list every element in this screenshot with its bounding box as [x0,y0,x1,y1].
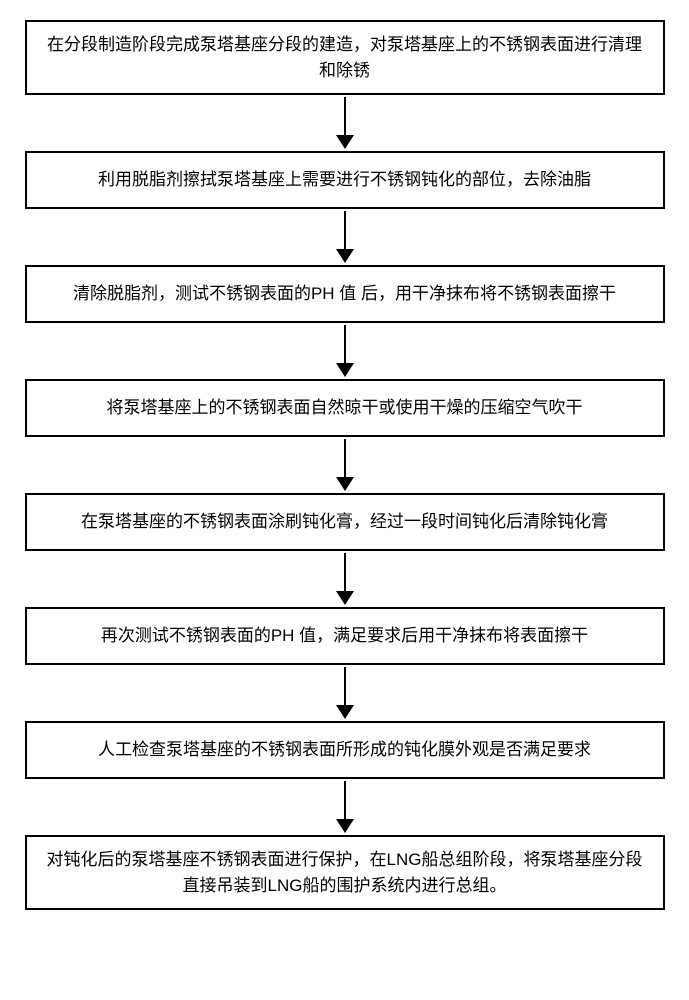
flow-step-2: 利用脱脂剂擦拭泵塔基座上需要进行不锈钢钝化的部位，去除油脂 [25,151,665,209]
arrow-head [336,819,354,833]
flow-step-text: 对钝化后的泵塔基座不锈钢表面进行保护，在LNG船总组阶段，将泵塔基座分段直接吊装… [47,847,643,898]
arrow-line [344,553,346,591]
flow-step-text: 利用脱脂剂擦拭泵塔基座上需要进行不锈钢钝化的部位，去除油脂 [98,167,591,193]
arrow-head [336,705,354,719]
flow-step-text: 清除脱脂剂，测试不锈钢表面的PH 值 后，用干净抹布将不锈钢表面擦干 [73,281,616,307]
flow-step-6: 再次测试不锈钢表面的PH 值，满足要求后用干净抹布将表面擦干 [25,607,665,665]
arrow-4 [336,437,354,493]
arrow-head [336,249,354,263]
arrow-line [344,781,346,819]
arrow-line [344,439,346,477]
flow-step-8: 对钝化后的泵塔基座不锈钢表面进行保护，在LNG船总组阶段，将泵塔基座分段直接吊装… [25,835,665,910]
flow-step-1: 在分段制造阶段完成泵塔基座分段的建造，对泵塔基座上的不锈钢表面进行清理和除锈 [25,20,665,95]
arrow-line [344,211,346,249]
flow-step-5: 在泵塔基座的不锈钢表面涂刷钝化膏，经过一段时间钝化后清除钝化膏 [25,493,665,551]
arrow-line [344,325,346,363]
arrow-line [344,667,346,705]
flow-step-4: 将泵塔基座上的不锈钢表面自然晾干或使用干燥的压缩空气吹干 [25,379,665,437]
arrow-head [336,363,354,377]
arrow-2 [336,209,354,265]
arrow-7 [336,779,354,835]
arrow-1 [336,95,354,151]
arrow-6 [336,665,354,721]
flow-step-text: 再次测试不锈钢表面的PH 值，满足要求后用干净抹布将表面擦干 [101,623,588,649]
flow-step-7: 人工检查泵塔基座的不锈钢表面所形成的钝化膜外观是否满足要求 [25,721,665,779]
arrow-line [344,97,346,135]
flow-step-text: 人工检查泵塔基座的不锈钢表面所形成的钝化膜外观是否满足要求 [98,737,591,763]
arrow-head [336,477,354,491]
flow-step-text: 在分段制造阶段完成泵塔基座分段的建造，对泵塔基座上的不锈钢表面进行清理和除锈 [47,32,643,83]
flow-step-3: 清除脱脂剂，测试不锈钢表面的PH 值 后，用干净抹布将不锈钢表面擦干 [25,265,665,323]
arrow-head [336,135,354,149]
flow-step-text: 将泵塔基座上的不锈钢表面自然晾干或使用干燥的压缩空气吹干 [107,395,583,421]
arrow-3 [336,323,354,379]
arrow-5 [336,551,354,607]
arrow-head [336,591,354,605]
flow-step-text: 在泵塔基座的不锈钢表面涂刷钝化膏，经过一段时间钝化后清除钝化膏 [81,509,608,535]
